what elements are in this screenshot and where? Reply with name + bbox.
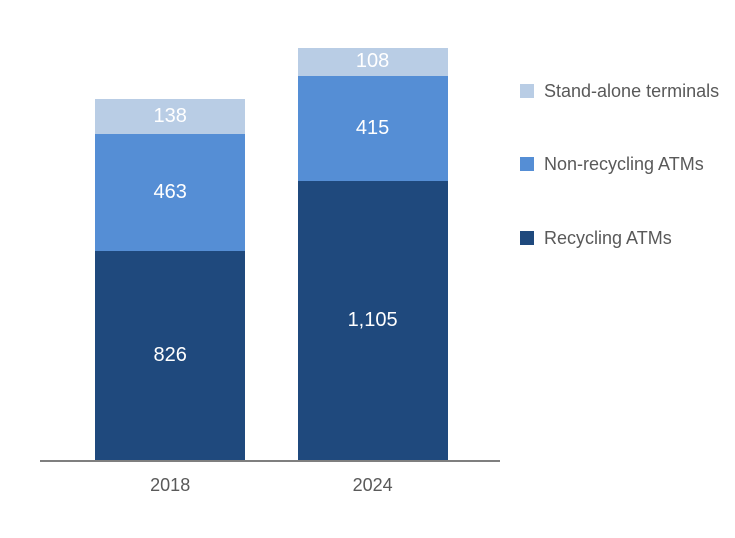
- bar-segment-nonrecycling: 415: [298, 76, 448, 181]
- bar-group: 138 463 826: [95, 99, 245, 460]
- bar-value-label: 826: [154, 344, 187, 367]
- bar-value-label: 108: [356, 50, 389, 73]
- legend-item: Recycling ATMs: [520, 227, 720, 250]
- stacked-bar-chart: 138 463 826 108 415 1,105 2018 2024 Stand-alon…: [0, 0, 735, 538]
- legend-item: Stand-alone terminals: [520, 80, 720, 103]
- bar-value-label: 415: [356, 117, 389, 140]
- bar-value-label: 1,105: [348, 309, 398, 332]
- bar-value-label: 463: [154, 181, 187, 204]
- legend-swatch: [520, 231, 534, 245]
- legend-label: Stand-alone terminals: [544, 80, 719, 103]
- bar-segment-nonrecycling: 463: [95, 134, 245, 251]
- bar-value-label: 138: [154, 105, 187, 128]
- legend-label: Non-recycling ATMs: [544, 153, 704, 176]
- bar-group: 108 415 1,105: [298, 48, 448, 460]
- bar-segment-recycling: 826: [95, 251, 245, 460]
- legend-label: Recycling ATMs: [544, 227, 672, 250]
- bar-segment-standalone: 138: [95, 99, 245, 134]
- x-axis-tick: 2024: [298, 475, 448, 496]
- bar-segment-recycling: 1,105: [298, 181, 448, 461]
- x-axis-labels: 2018 2024: [40, 475, 500, 505]
- bar-segment-standalone: 108: [298, 48, 448, 75]
- legend: Stand-alone terminals Non-recycling ATMs R…: [520, 80, 720, 300]
- plot-area: 138 463 826 108 415 1,105: [40, 30, 500, 462]
- legend-item: Non-recycling ATMs: [520, 153, 720, 176]
- x-axis-tick: 2018: [95, 475, 245, 496]
- legend-swatch: [520, 157, 534, 171]
- legend-swatch: [520, 84, 534, 98]
